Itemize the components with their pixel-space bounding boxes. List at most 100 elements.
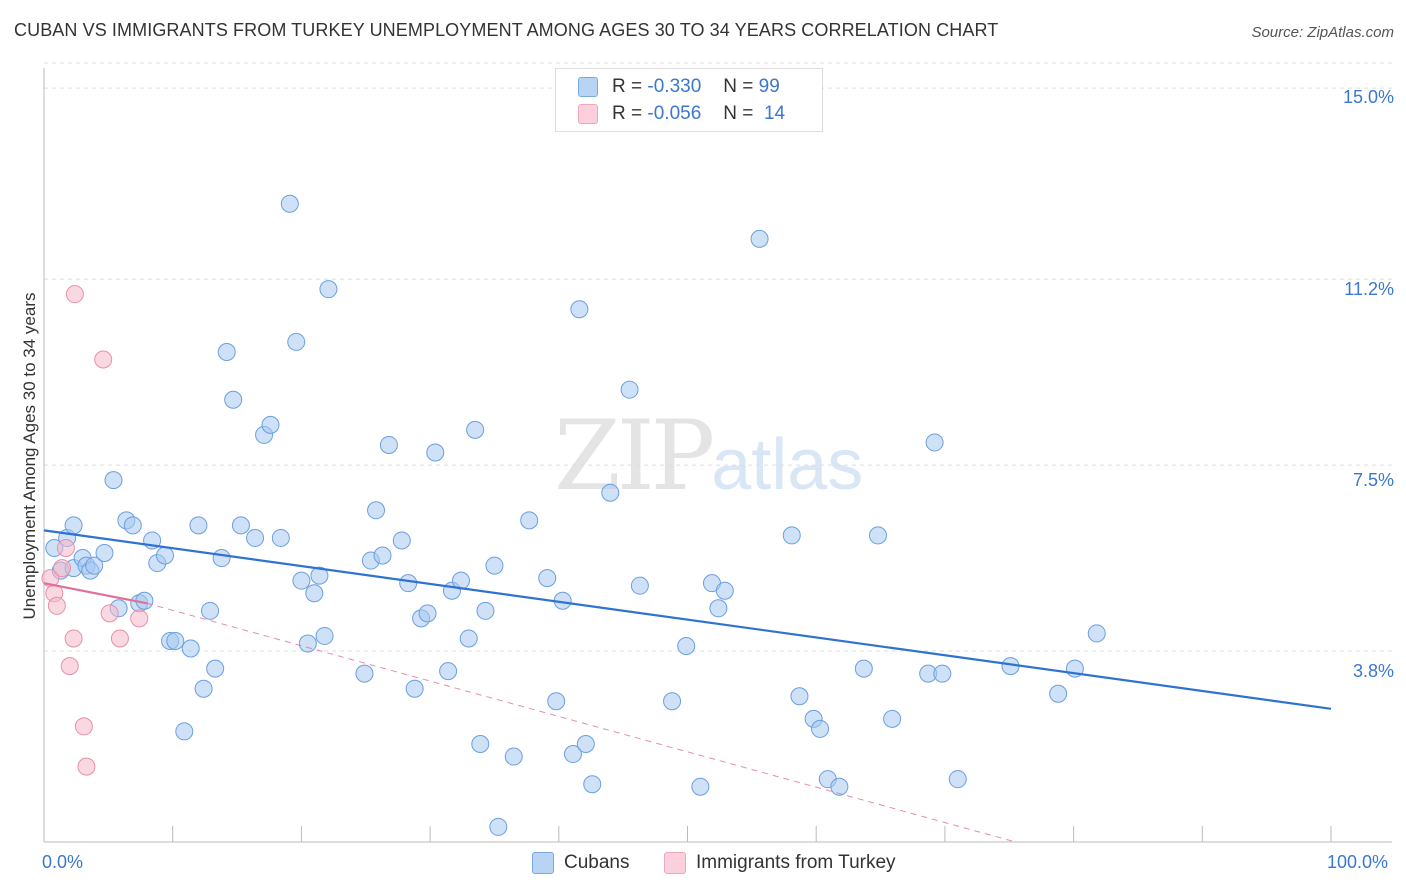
cubans-point: [261, 415, 280, 434]
turkey-point: [65, 285, 84, 304]
cubans-point: [883, 709, 902, 728]
cubans-point: [933, 664, 952, 683]
cubans-point: [811, 719, 830, 738]
turkey-point: [47, 596, 66, 615]
cubans-point: [123, 516, 142, 535]
cubans-point: [426, 443, 445, 462]
cubans-point: [201, 601, 220, 620]
cubans-point: [95, 544, 114, 563]
cubans-point: [246, 528, 265, 547]
cubans-point: [830, 777, 849, 796]
legend-r-label: R =: [612, 76, 643, 97]
cubans-point: [287, 332, 306, 351]
bottom-legend-label-turkey: Immigrants from Turkey: [696, 852, 896, 873]
legend-swatch-turkey: [578, 104, 598, 124]
y-tick-label-15: 15.0%: [1342, 87, 1394, 107]
cubans-point: [355, 664, 374, 683]
cubans-point: [538, 569, 557, 588]
legend-n-label: N =: [723, 76, 754, 97]
cubans-point: [504, 747, 523, 766]
cubans-point: [315, 626, 334, 645]
legend-n-label: N =: [723, 103, 754, 124]
legend-swatch-cubans: [578, 77, 598, 97]
turkey-point: [130, 609, 149, 628]
cubans-point: [104, 471, 123, 490]
cubans-point: [85, 556, 104, 575]
turkey-point: [74, 717, 93, 736]
cubans-point: [64, 516, 83, 535]
cubans-point: [224, 390, 243, 409]
turkey-point: [94, 350, 113, 369]
cubans-point: [206, 659, 225, 678]
cubans-point: [547, 692, 566, 711]
cubans-point: [367, 501, 386, 520]
cubans-point: [476, 601, 495, 620]
cubans-point: [373, 546, 392, 565]
bottom-legend-swatch-cubans: [532, 852, 554, 874]
cubans-point: [459, 629, 478, 648]
cubans-point: [292, 571, 311, 590]
cubans-point: [392, 531, 411, 550]
cubans-point: [790, 687, 809, 706]
cubans-point: [189, 516, 208, 535]
watermark-zip: ZIP: [554, 400, 715, 512]
cubans-point: [677, 636, 696, 655]
cubans-point: [570, 300, 589, 319]
turkey-point: [110, 629, 129, 648]
legend-r-value: -0.330: [647, 76, 702, 97]
cubans-trend-line: [43, 529, 1332, 710]
cubans-point: [181, 639, 200, 658]
cubans-point: [305, 584, 324, 603]
cubans-point: [563, 745, 582, 764]
turkey-point: [60, 657, 79, 676]
turkey-point: [56, 538, 75, 557]
cubans-point: [1087, 624, 1106, 643]
cubans-point: [298, 634, 317, 653]
cubans-point: [405, 679, 424, 698]
cubans-point: [630, 576, 649, 595]
legend-row-turkey: R = -0.056 N = 14: [578, 101, 785, 127]
cubans-point: [663, 692, 682, 711]
x-tick-label-0: 0.0%: [42, 852, 84, 872]
cubans-point: [948, 770, 967, 789]
cubans-point: [155, 546, 174, 565]
bottom-legend-turkey: Immigrants from Turkey: [664, 852, 896, 874]
cubans-point: [418, 604, 437, 623]
cubans-point: [466, 420, 485, 439]
cubans-point: [231, 516, 250, 535]
cubans-point: [576, 734, 595, 753]
legend-n-value: 14: [763, 103, 786, 124]
cubans-point: [194, 679, 213, 698]
cubans-point: [485, 556, 504, 575]
cubans-point: [583, 775, 602, 794]
cubans-point: [166, 631, 185, 650]
cubans-point: [310, 566, 329, 585]
bottom-legend-label-cubans: Cubans: [564, 852, 630, 873]
y-tick-label-3-8: 3.8%: [1352, 661, 1394, 681]
cubans-point: [217, 342, 236, 361]
chart-title: CUBAN VS IMMIGRANTS FROM TURKEY UNEMPLOY…: [14, 20, 999, 40]
legend-r-value: -0.056: [647, 103, 702, 124]
cubans-point: [175, 722, 194, 741]
cubans-point: [709, 599, 728, 618]
cubans-point: [868, 526, 887, 545]
turkey-trend-line: [43, 582, 148, 605]
cubans-point: [399, 574, 418, 593]
cubans-point: [439, 662, 458, 681]
legend-row-cubans: R = -0.330 N = 99: [578, 74, 780, 100]
cubans-point: [601, 483, 620, 502]
y-tick-label-7-5: 7.5%: [1352, 470, 1394, 490]
cubans-point: [271, 528, 290, 547]
source-label: Source: ZipAtlas.com: [1251, 24, 1394, 41]
turkey-point: [77, 757, 96, 776]
legend-n-value: 99: [758, 76, 780, 97]
x-tick-label-100: 100.0%: [1327, 852, 1389, 872]
cubans-point: [471, 734, 490, 753]
turkey-point: [100, 604, 119, 623]
cubans-point: [319, 280, 338, 299]
cubans-point: [620, 380, 639, 399]
turkey-point: [64, 629, 83, 648]
cubans-point: [280, 194, 299, 213]
bottom-legend-cubans: Cubans: [532, 852, 630, 874]
